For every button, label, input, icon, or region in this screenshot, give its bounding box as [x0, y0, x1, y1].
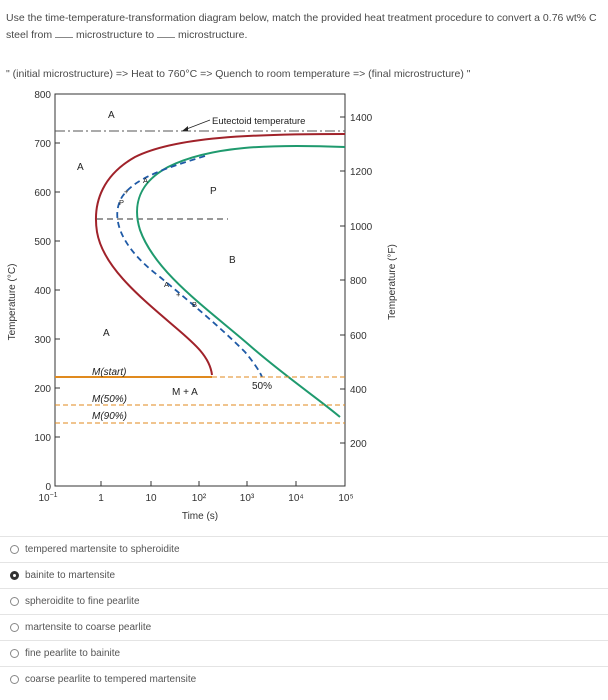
svg-text:10⁴: 10⁴	[288, 493, 303, 504]
svg-text:400: 400	[350, 385, 367, 396]
radio-button[interactable]	[10, 545, 19, 554]
option-label: martensite to coarse pearlite	[25, 622, 152, 633]
svg-text:700: 700	[34, 139, 51, 150]
svg-text:600: 600	[350, 331, 367, 342]
procedure-text: " (initial microstructure) => Heat to 76…	[6, 68, 471, 80]
svg-text:+: +	[176, 290, 181, 299]
svg-text:800: 800	[34, 90, 51, 101]
question-line-2: steel from microstructure to microstruct…	[6, 29, 248, 41]
svg-text:10−1: 10−1	[38, 492, 57, 504]
label-m-plus-a: M + A	[172, 387, 198, 398]
option-5[interactable]: coarse pearlite to tempered martensite	[0, 666, 608, 692]
svg-text:800: 800	[350, 276, 367, 287]
small-labels: P + A A + B	[119, 176, 197, 309]
question-line-1: Use the time-temperature-transformation …	[6, 12, 597, 24]
label-austenite-left: A	[77, 162, 84, 173]
svg-text:10: 10	[145, 493, 157, 504]
svg-text:+: +	[124, 187, 129, 196]
blank-1	[55, 37, 74, 38]
option-0[interactable]: tempered martensite to spheroidite	[0, 536, 608, 562]
x-ticks: 10−1 1 10 10² 10³ 10⁴ 10⁵	[38, 481, 354, 504]
transformation-start-curve	[95, 133, 346, 376]
svg-text:300: 300	[34, 335, 51, 346]
ttt-diagram: 0 100 200 300 400 500 600 700 800 200 40…	[7, 90, 398, 522]
svg-text:P: P	[119, 198, 124, 207]
radio-button[interactable]	[10, 675, 19, 684]
fifty-percent-curve	[116, 155, 263, 378]
label-austenite-low: A	[103, 328, 110, 339]
option-label: fine pearlite to bainite	[25, 648, 121, 659]
region-labels: A A A P B M(start) M(50%) M(90%) M + A 5…	[77, 110, 272, 422]
option-label: bainite to martensite	[25, 570, 116, 581]
radio-button[interactable]	[10, 597, 19, 606]
y-right-label: Temperature (°F)	[387, 244, 398, 320]
svg-text:10²: 10²	[192, 493, 207, 504]
option-1[interactable]: bainite to martensite	[0, 562, 608, 588]
option-3[interactable]: martensite to coarse pearlite	[0, 614, 608, 640]
option-label: coarse pearlite to tempered martensite	[25, 674, 197, 685]
x-axis-label: Time (s)	[182, 511, 218, 522]
svg-text:1200: 1200	[350, 167, 373, 178]
svg-text:A: A	[164, 280, 169, 289]
option-2[interactable]: spheroidite to fine pearlite	[0, 588, 608, 614]
svg-text:400: 400	[34, 286, 51, 297]
svg-text:200: 200	[350, 439, 367, 450]
plot-frame	[54, 93, 346, 487]
eutectoid-label: Eutectoid temperature	[212, 116, 305, 127]
svg-text:A: A	[143, 176, 148, 185]
svg-text:1: 1	[98, 493, 104, 504]
question-text: Use the time-temperature-transformation …	[6, 10, 604, 44]
eutectoid-arrow	[182, 126, 188, 131]
label-austenite-top: A	[108, 110, 115, 121]
option-label: spheroidite to fine pearlite	[25, 596, 140, 607]
svg-text:10³: 10³	[240, 493, 255, 504]
label-fifty-percent: 50%	[252, 381, 272, 392]
option-4[interactable]: fine pearlite to bainite	[0, 640, 608, 666]
answer-options: tempered martensite to spheroidite baini…	[0, 536, 608, 692]
radio-button-selected[interactable]	[10, 571, 19, 580]
svg-text:600: 600	[34, 188, 51, 199]
svg-text:0: 0	[45, 482, 51, 493]
y-right-ticks: 200 400 600 800 1000 1200 1400	[340, 113, 373, 450]
y-left-ticks: 0 100 200 300 400 500 600 700 800	[34, 90, 60, 493]
svg-text:10⁵: 10⁵	[338, 493, 353, 504]
radio-button[interactable]	[10, 623, 19, 632]
option-label: tempered martensite to spheroidite	[25, 544, 180, 555]
label-m50: M(50%)	[92, 394, 127, 405]
radio-button[interactable]	[10, 649, 19, 658]
label-m-start: M(start)	[92, 367, 126, 378]
eutectoid-pointer	[183, 119, 211, 131]
svg-text:1400: 1400	[350, 113, 373, 124]
svg-text:100: 100	[34, 433, 51, 444]
label-m90: M(90%)	[92, 411, 127, 422]
svg-text:200: 200	[34, 384, 51, 395]
svg-text:1000: 1000	[350, 222, 373, 233]
label-bainite: B	[229, 255, 236, 266]
svg-text:500: 500	[34, 237, 51, 248]
label-pearlite: P	[210, 186, 217, 197]
transformation-finish-curve	[136, 144, 346, 418]
y-left-label: Temperature (°C)	[7, 264, 18, 341]
blank-2	[157, 37, 176, 38]
svg-text:B: B	[192, 300, 197, 309]
